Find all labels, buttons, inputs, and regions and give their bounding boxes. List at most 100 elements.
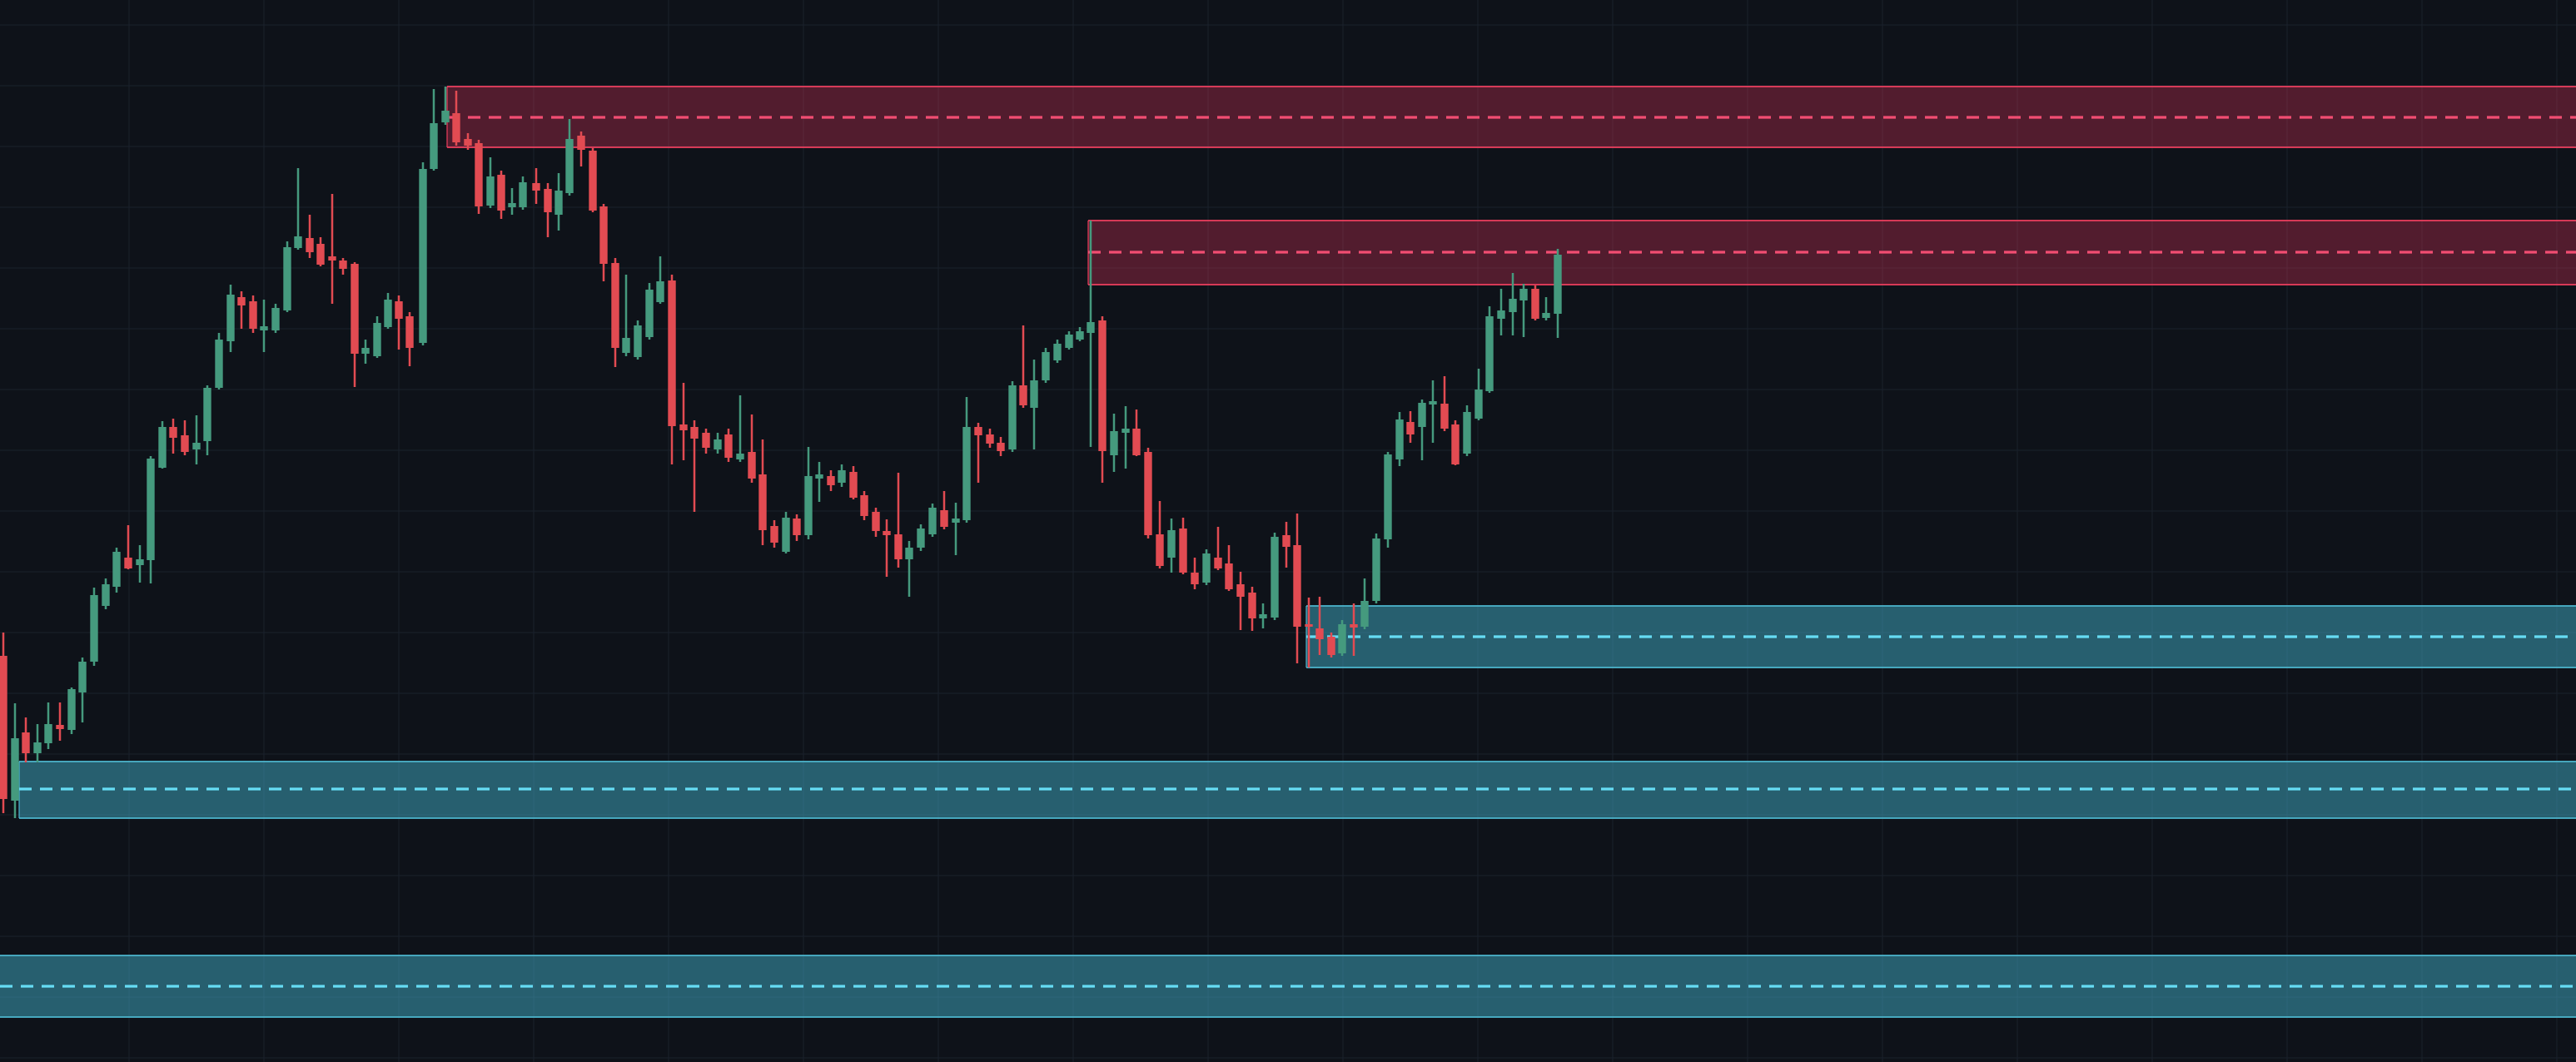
candle-bullish — [67, 687, 76, 734]
candle-body — [1076, 331, 1084, 340]
candle-body — [724, 434, 733, 458]
candle-body — [44, 724, 52, 743]
candle-body — [1087, 322, 1095, 333]
candle-body — [690, 427, 699, 439]
candle-bearish — [724, 429, 733, 462]
candle-body — [1132, 429, 1141, 455]
candle-bullish — [430, 89, 438, 171]
candle-bullish — [102, 578, 110, 609]
candle-bearish — [770, 520, 778, 548]
candle-body — [237, 297, 246, 305]
candle-bearish — [1225, 545, 1233, 591]
candle-body — [486, 176, 495, 206]
candle-body — [838, 470, 846, 483]
candle-body — [827, 476, 835, 485]
candle-bearish — [339, 258, 347, 275]
candle-body — [702, 433, 710, 448]
candle-body — [748, 452, 756, 479]
candle-bullish — [508, 188, 516, 215]
candle-body — [1519, 289, 1528, 300]
candle-body — [430, 123, 438, 169]
candle-bullish — [645, 283, 654, 340]
candle-bullish — [441, 87, 450, 125]
candle-bearish — [690, 420, 699, 512]
candle-body — [1338, 624, 1346, 653]
candle-bearish — [1350, 603, 1358, 656]
candle-body — [395, 301, 403, 319]
candle-body — [452, 113, 460, 142]
candle-body — [736, 454, 744, 459]
demand-zone[interactable] — [1305, 605, 2576, 668]
candle-bullish — [1030, 360, 1038, 449]
candle-bullish — [486, 157, 495, 208]
candle-bullish — [1372, 533, 1380, 603]
candle-body — [22, 732, 30, 753]
candle-bearish — [1531, 285, 1539, 320]
candle-bearish — [328, 194, 336, 304]
candle-body — [0, 656, 7, 799]
candle-body — [894, 534, 903, 559]
candle-bullish — [656, 256, 664, 304]
candle-body — [1259, 614, 1267, 618]
candle-bullish — [203, 385, 211, 455]
candle-body — [1191, 573, 1199, 584]
candle-body — [1144, 452, 1152, 535]
supply-zone[interactable] — [1087, 220, 2576, 285]
candle-bearish — [56, 702, 64, 741]
candle-bullish — [1395, 412, 1404, 466]
candle-body — [860, 495, 868, 516]
candle-bearish — [249, 295, 257, 333]
candle-bearish — [1214, 527, 1222, 570]
supply-zone[interactable] — [446, 86, 2576, 148]
candle-body — [1327, 637, 1335, 655]
candle-bullish — [158, 421, 167, 469]
candle-body — [1497, 310, 1505, 319]
candle-bullish — [815, 462, 823, 502]
candle-bullish — [928, 504, 937, 537]
candle-body — [656, 281, 664, 302]
candle-bearish — [1236, 572, 1245, 630]
candle-bearish — [1406, 411, 1415, 443]
candle-body — [645, 290, 654, 337]
candle-body — [1156, 534, 1164, 566]
candle-body — [1451, 424, 1460, 464]
candle-body — [405, 316, 414, 348]
candle-body — [1305, 624, 1313, 627]
candle-body — [1406, 422, 1415, 434]
candle-body — [577, 136, 585, 150]
candle-bearish — [1440, 376, 1449, 431]
candle-bullish — [1065, 331, 1073, 350]
demand-zone[interactable] — [0, 955, 2576, 1018]
candle-bearish — [883, 519, 891, 577]
candle-body — [249, 301, 257, 329]
candle-body — [815, 474, 823, 479]
candle-body — [554, 191, 563, 215]
candle-bullish — [519, 176, 527, 210]
candle-body — [1030, 380, 1038, 408]
candle-body — [622, 338, 630, 353]
candle-body — [328, 256, 336, 261]
candle-bullish — [384, 293, 392, 329]
candle-body — [169, 427, 177, 438]
candle-body — [67, 689, 76, 730]
candle-bearish — [1248, 587, 1256, 631]
candle-body — [770, 526, 778, 543]
candle-body — [339, 261, 347, 269]
candle-body — [1418, 403, 1426, 427]
candle-bullish — [373, 316, 381, 358]
candle-bearish — [1019, 325, 1027, 408]
demand-zone[interactable] — [18, 761, 2576, 819]
candle-bearish — [849, 466, 858, 499]
candles — [0, 87, 1562, 818]
candle-bearish — [997, 437, 1005, 456]
candle-body — [544, 189, 552, 212]
candle-bearish — [860, 491, 868, 520]
candle-body — [102, 584, 110, 606]
candle-bearish — [475, 140, 483, 214]
candle-bearish — [986, 429, 994, 448]
candle-bearish — [351, 262, 359, 387]
